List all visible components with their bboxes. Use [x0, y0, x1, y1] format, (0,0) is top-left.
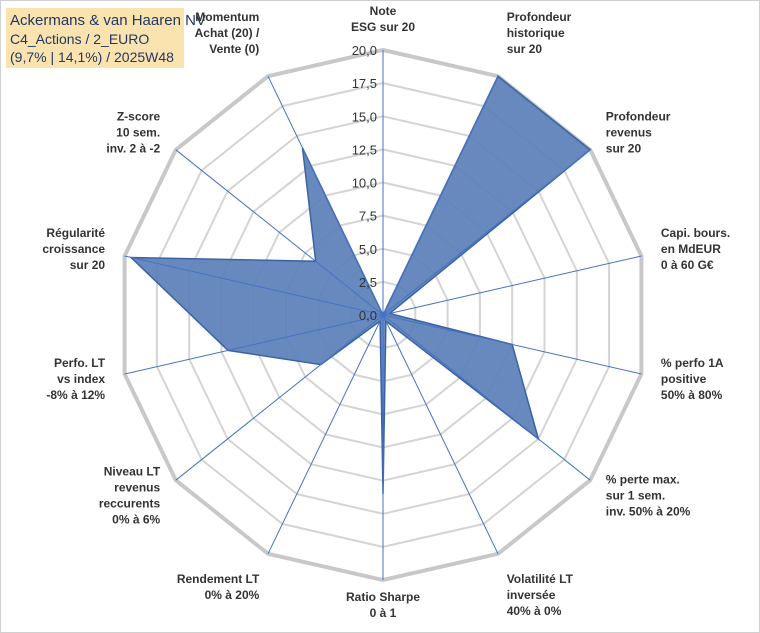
tick-label: 20,0 — [352, 43, 377, 58]
axis-label-line: 40% à 0% — [507, 604, 562, 618]
axis-label-line: Régularité — [46, 226, 105, 240]
axis-label-line: Capi. bours. — [661, 226, 730, 240]
axis-label-line: positive — [661, 372, 707, 386]
axis-label: Z-score 10 sem. inv. 2 à -2 — [106, 110, 160, 156]
axis-label-line: revenus — [114, 480, 160, 494]
axis-label-line: ESG sur 20 — [351, 20, 415, 34]
axis-label-layer: Note ESG sur 20 Profondeur historique sur 20… — [42, 4, 730, 620]
axis-label-line: Rendement LT — [177, 572, 260, 586]
axis-label: Momentum Achat (20) / Vente (0) — [195, 10, 260, 56]
axis-spoke — [124, 255, 384, 316]
tick-label: 0,0 — [359, 308, 377, 323]
axis-spoke — [382, 314, 591, 481]
spoke-layer — [124, 50, 642, 580]
axis-label-line: sur 20 — [507, 42, 543, 56]
axis-label-line: Achat (20) / — [195, 26, 260, 40]
tick-layer: 0,0 2,5 5,0 7,5 10,0 12,5 15,0 17,5 20,0 — [352, 43, 377, 323]
axis-label-line: inv. 50% à 20% — [606, 504, 691, 518]
chart-title-box: Ackermans & van Haaren NV C4_Actions / 2… — [6, 8, 206, 68]
axis-label: Profondeur revenus sur 20 — [606, 110, 671, 156]
axis-label-line: sur 20 — [606, 142, 642, 156]
axis-spoke — [382, 75, 499, 316]
axis-label: Volatilité LT inversée 40% à 0% — [507, 572, 574, 618]
axis-label-line: Z-score — [117, 110, 161, 124]
axis-label: Régularité croissance sur 20 — [42, 226, 105, 272]
axis-label-line: inversée — [507, 588, 556, 602]
axis-spoke — [382, 314, 642, 375]
tick-label: 2,5 — [359, 275, 377, 290]
axis-label-line: 50% à 80% — [661, 388, 723, 402]
axis-label-line: Niveau LT — [104, 464, 161, 478]
axis-label-line: Perfo. LT — [54, 356, 106, 370]
axis-label: Rendement LT 0% à 20% — [177, 572, 260, 602]
axis-spoke — [175, 149, 384, 316]
axis-label-line: % perte max. — [606, 472, 680, 486]
axis-label-line: 10 sem. — [116, 126, 160, 140]
axis-spoke — [267, 314, 384, 555]
axis-label-line: -8% à 12% — [46, 388, 105, 402]
axis-label-line: sur 1 sem. — [606, 488, 665, 502]
axis-label-line: Vente (0) — [209, 42, 259, 56]
axis-label-line: Profondeur — [507, 10, 572, 24]
axis-label-line: Volatilité LT — [507, 572, 574, 586]
tick-label: 5,0 — [359, 242, 377, 257]
axis-label-line: inv. 2 à -2 — [106, 142, 160, 156]
tick-label: 10,0 — [352, 176, 377, 191]
axis-label-line: Momentum — [195, 10, 259, 24]
axis-spoke — [382, 314, 499, 555]
chart-title: Ackermans & van Haaren NV — [10, 12, 206, 29]
axis-label-line: en MdEUR — [661, 242, 721, 256]
axis-label-line: % perfo 1A — [661, 356, 724, 370]
axis-label-line: Ratio Sharpe — [346, 590, 420, 604]
axis-label-line: revenus — [606, 126, 652, 140]
axis-label: Profondeur historique sur 20 — [507, 10, 572, 56]
axis-label: % perfo 1A positive 50% à 80% — [661, 356, 724, 402]
axis-label-line: Note — [370, 4, 397, 18]
tick-label: 15,0 — [352, 109, 377, 124]
axis-spoke — [382, 149, 591, 316]
axis-label-line: Profondeur — [606, 110, 671, 124]
axis-label: Ratio Sharpe 0 à 1 — [346, 590, 420, 620]
axis-label: Perfo. LT vs index -8% à 12% — [46, 356, 105, 402]
axis-label: % perte max. sur 1 sem. inv. 50% à 20% — [606, 472, 691, 518]
axis-label-line: historique — [507, 26, 565, 40]
axis-label: Capi. bours. en MdEUR 0 à 60 G€ — [661, 226, 730, 272]
tick-label: 12,5 — [352, 142, 377, 157]
tick-label: 7,5 — [359, 209, 377, 224]
axis-spoke — [382, 255, 642, 316]
axis-label-line: 0 à 1 — [370, 606, 397, 620]
axis-label-line: 0 à 60 G€ — [661, 258, 714, 272]
axis-label-line: sur 20 — [70, 258, 106, 272]
axis-label-line: croissance — [42, 242, 105, 256]
axis-label-line: vs index — [57, 372, 105, 386]
axis-label: Niveau LT revenus reccurents 0% à 6% — [99, 464, 161, 526]
axis-spoke — [267, 75, 384, 316]
chart-subtitle: C4_Actions / 2_EURO — [10, 31, 150, 47]
axis-spoke — [175, 314, 384, 481]
axis-label: Note ESG sur 20 — [351, 4, 415, 34]
axis-label-line: 0% à 20% — [205, 588, 260, 602]
axis-spoke — [124, 314, 384, 375]
tick-label: 17,5 — [352, 76, 377, 91]
chart-period: (9,7% | 14,1%) / 2025W48 — [10, 49, 174, 65]
axis-label-line: reccurents — [99, 496, 161, 510]
axis-label-line: 0% à 6% — [112, 512, 160, 526]
